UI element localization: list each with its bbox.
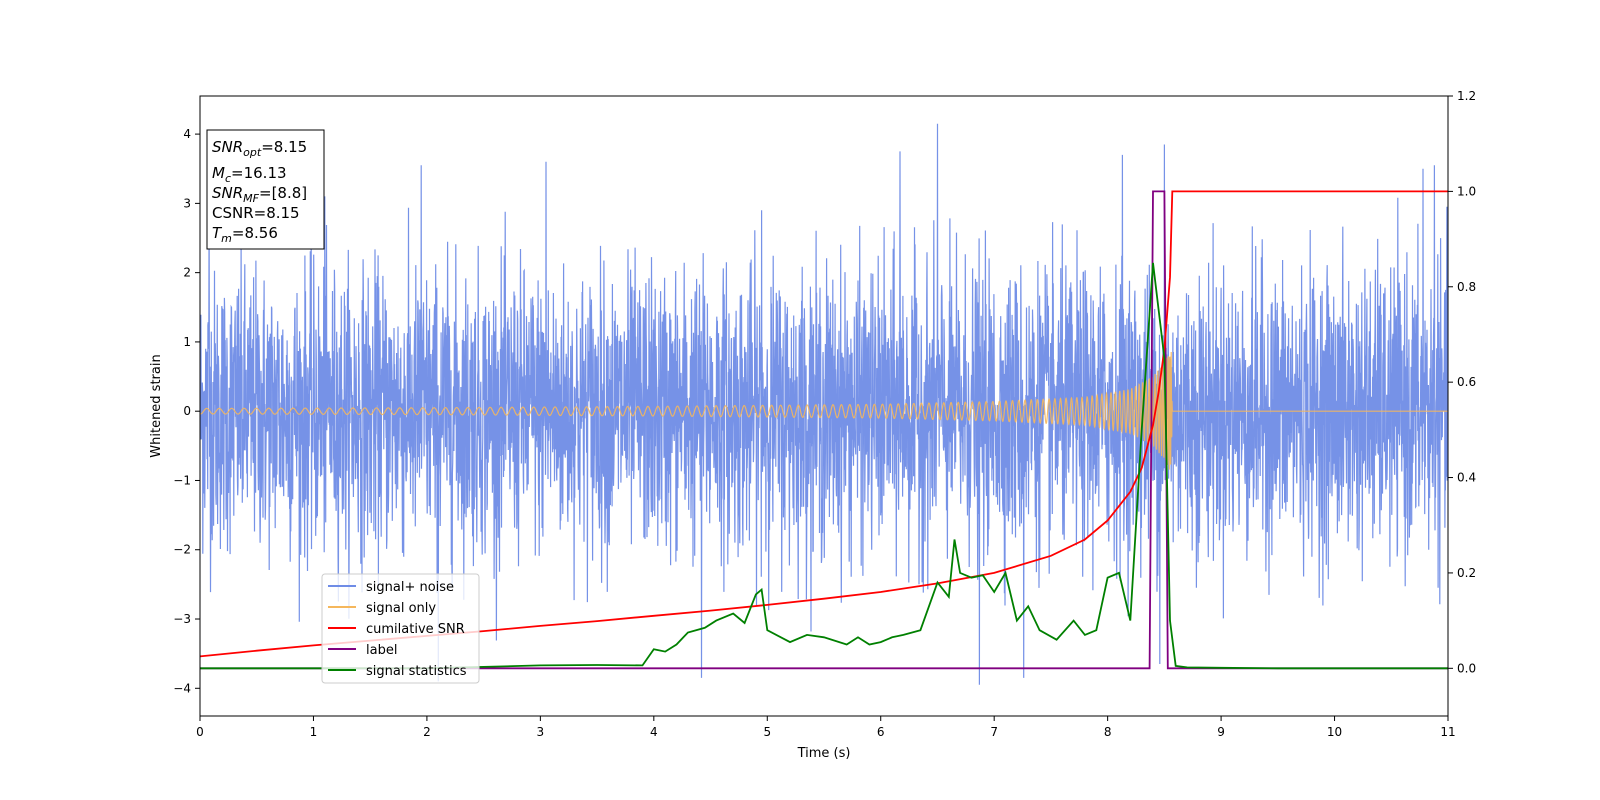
- tm-text: Tm=8.56: [212, 224, 278, 245]
- legend-label: signal+ noise: [366, 580, 454, 595]
- x-tick-label: 10: [1327, 725, 1342, 739]
- y2-tick-label: 0.8: [1457, 280, 1476, 294]
- snr-mf-text: SNRMF=[8.8]: [212, 184, 307, 205]
- y2-tick-label: 0.6: [1457, 375, 1476, 389]
- y-axis-label: Whitened strain: [149, 354, 164, 457]
- y-tick-label: 3: [183, 196, 191, 210]
- axes-frame: [199, 95, 1449, 717]
- y-tick-label: −2: [173, 543, 191, 557]
- y2-tick-label: 0.2: [1457, 566, 1476, 580]
- y-axis-right: 0.0 0.2 0.4 0.6 0.8 1.0 1.2: [1448, 89, 1476, 675]
- x-tick-label: 11: [1440, 725, 1455, 739]
- y-axis-left: −4 −3 −2 −1 0 1 2 3 4: [173, 127, 200, 695]
- y-tick-label: 0: [183, 404, 191, 418]
- y-tick-label: 2: [183, 266, 191, 280]
- x-tick-label: 4: [650, 725, 658, 739]
- x-tick-label: 0: [196, 725, 204, 739]
- y-tick-label: −3: [173, 612, 191, 626]
- legend-label: label: [366, 643, 397, 658]
- mc-text: Mc=16.13: [212, 164, 287, 185]
- y2-tick-label: 1.2: [1457, 89, 1476, 103]
- x-axis: 0 1 2 3 4 5 6 7 8 9 10 11: [196, 716, 1456, 739]
- snr-opt-text: SNRopt=8.15: [212, 138, 307, 159]
- legend-label: signal statistics: [366, 664, 467, 679]
- y2-tick-label: 1.0: [1457, 184, 1476, 198]
- legend: signal+ noise signal only cumilative SNR la…: [321, 573, 480, 684]
- y2-tick-label: 0.4: [1457, 471, 1476, 485]
- x-tick-label: 6: [877, 725, 885, 739]
- y-tick-label: −1: [173, 473, 191, 487]
- legend-label: signal only: [366, 601, 436, 616]
- signal-statistics-line: [200, 262, 1448, 670]
- x-tick-label: 7: [990, 725, 998, 739]
- x-tick-label: 2: [423, 725, 431, 739]
- x-tick-label: 5: [763, 725, 771, 739]
- x-tick-label: 9: [1217, 725, 1225, 739]
- csnr-text: CSNR=8.15: [212, 204, 300, 222]
- x-tick-label: 3: [537, 725, 545, 739]
- y2-tick-label: 0.0: [1457, 661, 1476, 675]
- x-tick-label: 1: [310, 725, 318, 739]
- y-tick-label: −4: [173, 681, 191, 695]
- legend-label: cumilative SNR: [366, 622, 465, 637]
- y-tick-label: 4: [183, 127, 191, 141]
- y-tick-label: 1: [183, 335, 191, 349]
- label-line: [200, 190, 1448, 670]
- x-tick-label: 8: [1104, 725, 1112, 739]
- annotation-box: SNRopt=8.15 Mc=16.13 SNRMF=[8.8] CSNR=8.…: [206, 129, 325, 250]
- signal-only-line: [200, 351, 1448, 470]
- x-axis-label: Time (s): [797, 746, 851, 761]
